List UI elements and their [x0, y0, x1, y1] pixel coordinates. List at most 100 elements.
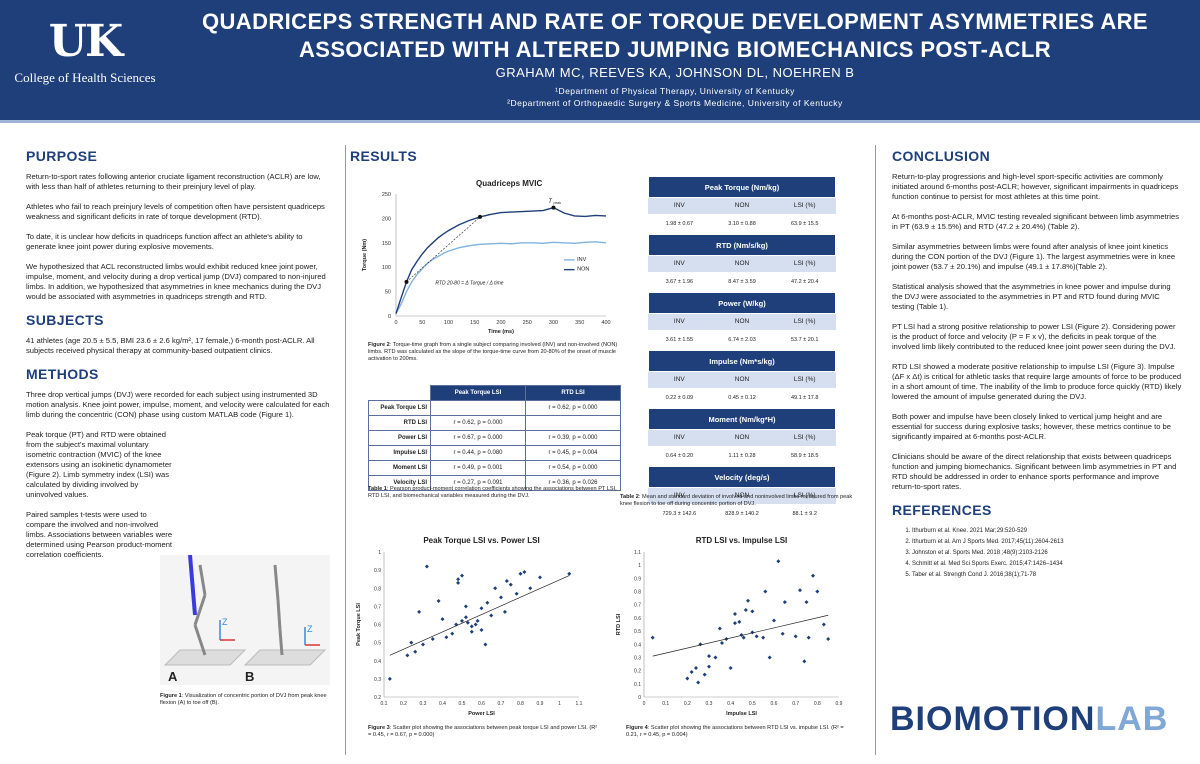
table-row: 729.3 ± 142.6 828.9 ± 140.2 88.1 ± 9.2: [648, 504, 836, 524]
table1-col1: Peak Torque LSI: [430, 385, 526, 401]
rtd-end-point: [478, 214, 482, 219]
data-point: [499, 595, 503, 600]
data-point: [465, 620, 470, 625]
table-row: 1.98 ± 0.67 3.10 ± 0.88 63.9 ± 15.5: [648, 214, 836, 234]
data-point: [538, 575, 542, 580]
legend-non-label: NON: [577, 267, 589, 273]
data-point: [485, 600, 490, 605]
table2-cell: 0.22 ± 0.09: [665, 395, 694, 401]
data-point: [518, 571, 523, 576]
data-point: [702, 672, 707, 677]
column-divider-right: [875, 145, 876, 755]
y-tick-label: 100: [382, 265, 391, 271]
table2-section-title: Peak Torque (Nm/kg): [648, 176, 836, 198]
data-point: [798, 588, 802, 593]
table2-cell: 0.45 ± 0.12: [728, 395, 756, 401]
x-tick-label: 1: [558, 701, 561, 707]
x-tick-label: 0.2: [400, 701, 407, 707]
data-point: [508, 582, 513, 587]
table2-subheader: INV NON LSI (%): [648, 256, 836, 272]
data-point: [806, 635, 811, 640]
x-tick-label: 100: [444, 320, 453, 326]
methods-p2: Peak torque (PT) and RTD were obtained f…: [26, 430, 172, 499]
figure-3-chart: Peak Torque LSI vs. Power LSI 0.2 0.3 0.4 0.…: [356, 536, 583, 717]
conclusion-heading: CONCLUSION: [892, 148, 991, 164]
data-point: [489, 613, 494, 618]
table2-cell: 53.7 ± 20.1: [790, 337, 819, 343]
data-point: [450, 631, 455, 636]
table2-cell: 3.61 ± 1.55: [665, 337, 694, 343]
table-row: 3.61 ± 1.55 6.74 ± 2.03 53.7 ± 20.1: [648, 330, 836, 350]
data-point: [456, 580, 461, 585]
data-point: [804, 600, 809, 605]
chart-title: RTD LSI vs. Impulse LSI: [696, 536, 788, 545]
table2-col-header: NON: [734, 492, 750, 499]
data-point: [479, 606, 484, 611]
reference-item: Johnston et al. Sports Med. 2018 ;48(9):…: [912, 548, 1182, 559]
data-point: [811, 573, 815, 578]
poster-header: UK College of Health Sciences QUADRICEPS…: [0, 0, 1200, 120]
figure-3-caption: Figure 3: Scatter plot showing the assoc…: [368, 725, 598, 738]
table2-subheader: INV NON LSI (%): [648, 488, 836, 504]
figure-1-illustration: Z Z A B: [160, 554, 330, 685]
methods-heading: METHODS: [26, 366, 99, 382]
data-point: [456, 577, 461, 582]
data-point: [696, 680, 701, 685]
data-point: [733, 611, 737, 616]
data-point: [689, 669, 694, 674]
data-point: [793, 634, 798, 639]
x-tick-label: 1.1: [576, 701, 583, 707]
y-tick-label: 0.7: [374, 604, 381, 610]
table2-cell: 47.2 ± 20.4: [790, 279, 819, 285]
university-logo: UK College of Health Sciences: [10, 18, 160, 86]
y-tick-label: 0.3: [634, 655, 641, 661]
trend-line: [652, 614, 829, 657]
table2-subheader: INV NON LSI (%): [648, 198, 836, 214]
table2-cell: 729.3 ± 142.6: [662, 511, 697, 517]
x-tick-label: 0.7: [498, 701, 505, 707]
x-tick-label: 400: [601, 320, 610, 326]
x-tick-label: 0.1: [381, 701, 388, 707]
data-point: [754, 634, 759, 639]
results-heading: RESULTS: [350, 148, 418, 164]
figure-1-caption: Figure 1: Visualization of concentric po…: [160, 693, 327, 706]
table2-cell: 49.1 ± 17.8: [790, 395, 819, 401]
table2-cell: 63.9 ± 15.5: [790, 221, 819, 227]
right-column: CONCLUSION Return-to-play progressions a…: [892, 128, 1182, 581]
data-point: [650, 635, 655, 640]
data-point: [475, 618, 480, 623]
limb-comparison-table: Peak Torque (Nm/kg) INV NON LSI (%) 1.98 ± 0…: [648, 176, 836, 524]
purpose-p4: We hypothesized that ACL reconstructed l…: [26, 262, 326, 301]
table-row: Peak Torque LSI r = 0.62, p = 0.000: [368, 400, 621, 416]
authors: GRAHAM MC, REEVES KA, JOHNSON DL, NOEHRE…: [495, 65, 855, 80]
x-tick-label: 200: [496, 320, 505, 326]
y-tick-label: 1: [638, 563, 641, 569]
table2-col-header: LSI (%): [793, 318, 816, 325]
data-point: [460, 573, 464, 578]
chart-title: Peak Torque LSI vs. Power LSI: [423, 536, 539, 545]
y-tick-label: 0.7: [634, 603, 641, 609]
column-divider-left: [345, 145, 346, 755]
figure-2: Quadriceps MVIC 0 50 100 150 200 250 0 50 100 150 2…: [358, 172, 618, 342]
table2-cell: 1.98 ± 0.67: [665, 221, 694, 227]
table2-cell: 8.47 ± 3.59: [728, 279, 756, 285]
table2-cell: 0.64 ± 0.20: [665, 453, 694, 459]
data-point: [387, 676, 392, 681]
table2-col-header: INV: [673, 434, 685, 441]
table2-col-header: NON: [734, 260, 750, 267]
x-tick-label: 0.5: [459, 701, 466, 707]
table2-col-header: NON: [734, 318, 750, 325]
x-tick-label: 0.3: [420, 701, 427, 707]
left-column: PURPOSE Return-to-sport rates following …: [26, 128, 331, 570]
data-point: [463, 604, 468, 609]
data-point: [750, 609, 755, 614]
reference-list: Ithurburn et al. Knee. 2021 Mar;29:520-5…: [902, 526, 1182, 581]
y-tick-label: 0.5: [634, 629, 641, 635]
data-point: [469, 624, 474, 629]
conclusion-p6: RTD LSI showed a moderate positive relat…: [892, 362, 1182, 401]
axis-z-label-a: Z: [222, 617, 228, 627]
conclusion-p8: Clinicians should be aware of the direct…: [892, 452, 1177, 491]
reference-item: Taber et al. Strength Cond J. 2016;38(1)…: [912, 570, 1182, 581]
y-tick-label: 0.6: [634, 616, 641, 622]
y-tick-label: 0.1: [634, 682, 641, 688]
